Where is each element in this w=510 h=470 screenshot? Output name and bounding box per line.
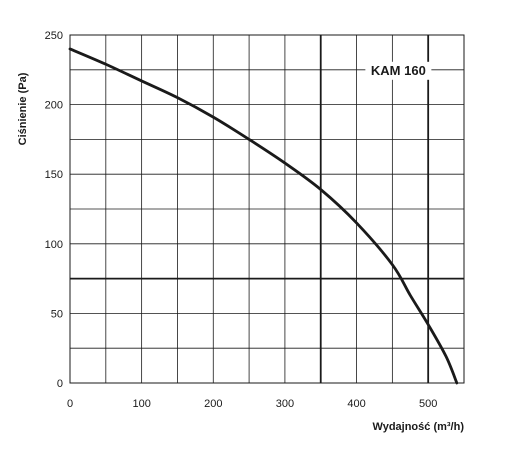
y-axis-ticks: 0 50 100 150 200 250 xyxy=(45,30,63,390)
legend-background xyxy=(365,61,432,80)
x-tick-label-400: 400 xyxy=(347,398,365,410)
x-tick-label-0: 0 xyxy=(67,398,73,410)
y-tick-label-100: 100 xyxy=(45,239,63,251)
y-tick-label-150: 150 xyxy=(45,169,63,181)
grid xyxy=(70,35,464,383)
x-axis-title: Wydajność (m³/h) xyxy=(373,421,465,433)
legend-series-name: KAM 160 xyxy=(371,63,426,78)
y-tick-label-200: 200 xyxy=(45,100,63,112)
series-curves xyxy=(68,47,459,385)
x-tick-label-100: 100 xyxy=(132,398,150,410)
plot-frame xyxy=(69,34,465,384)
x-tick-label-200: 200 xyxy=(204,398,222,410)
y-tick-label-250: 250 xyxy=(45,30,63,42)
y-axis-title: Ciśnienie (Pa) xyxy=(17,72,29,145)
legend: KAM 160 xyxy=(365,61,432,80)
x-tick-label-500: 500 xyxy=(419,398,437,410)
y-tick-label-0: 0 xyxy=(57,378,63,390)
x-axis-ticks: 0 100 200 300 400 500 xyxy=(67,398,437,410)
series-line-0 xyxy=(68,47,459,385)
x-tick-label-300: 300 xyxy=(276,398,294,410)
y-tick-label-50: 50 xyxy=(51,308,63,320)
